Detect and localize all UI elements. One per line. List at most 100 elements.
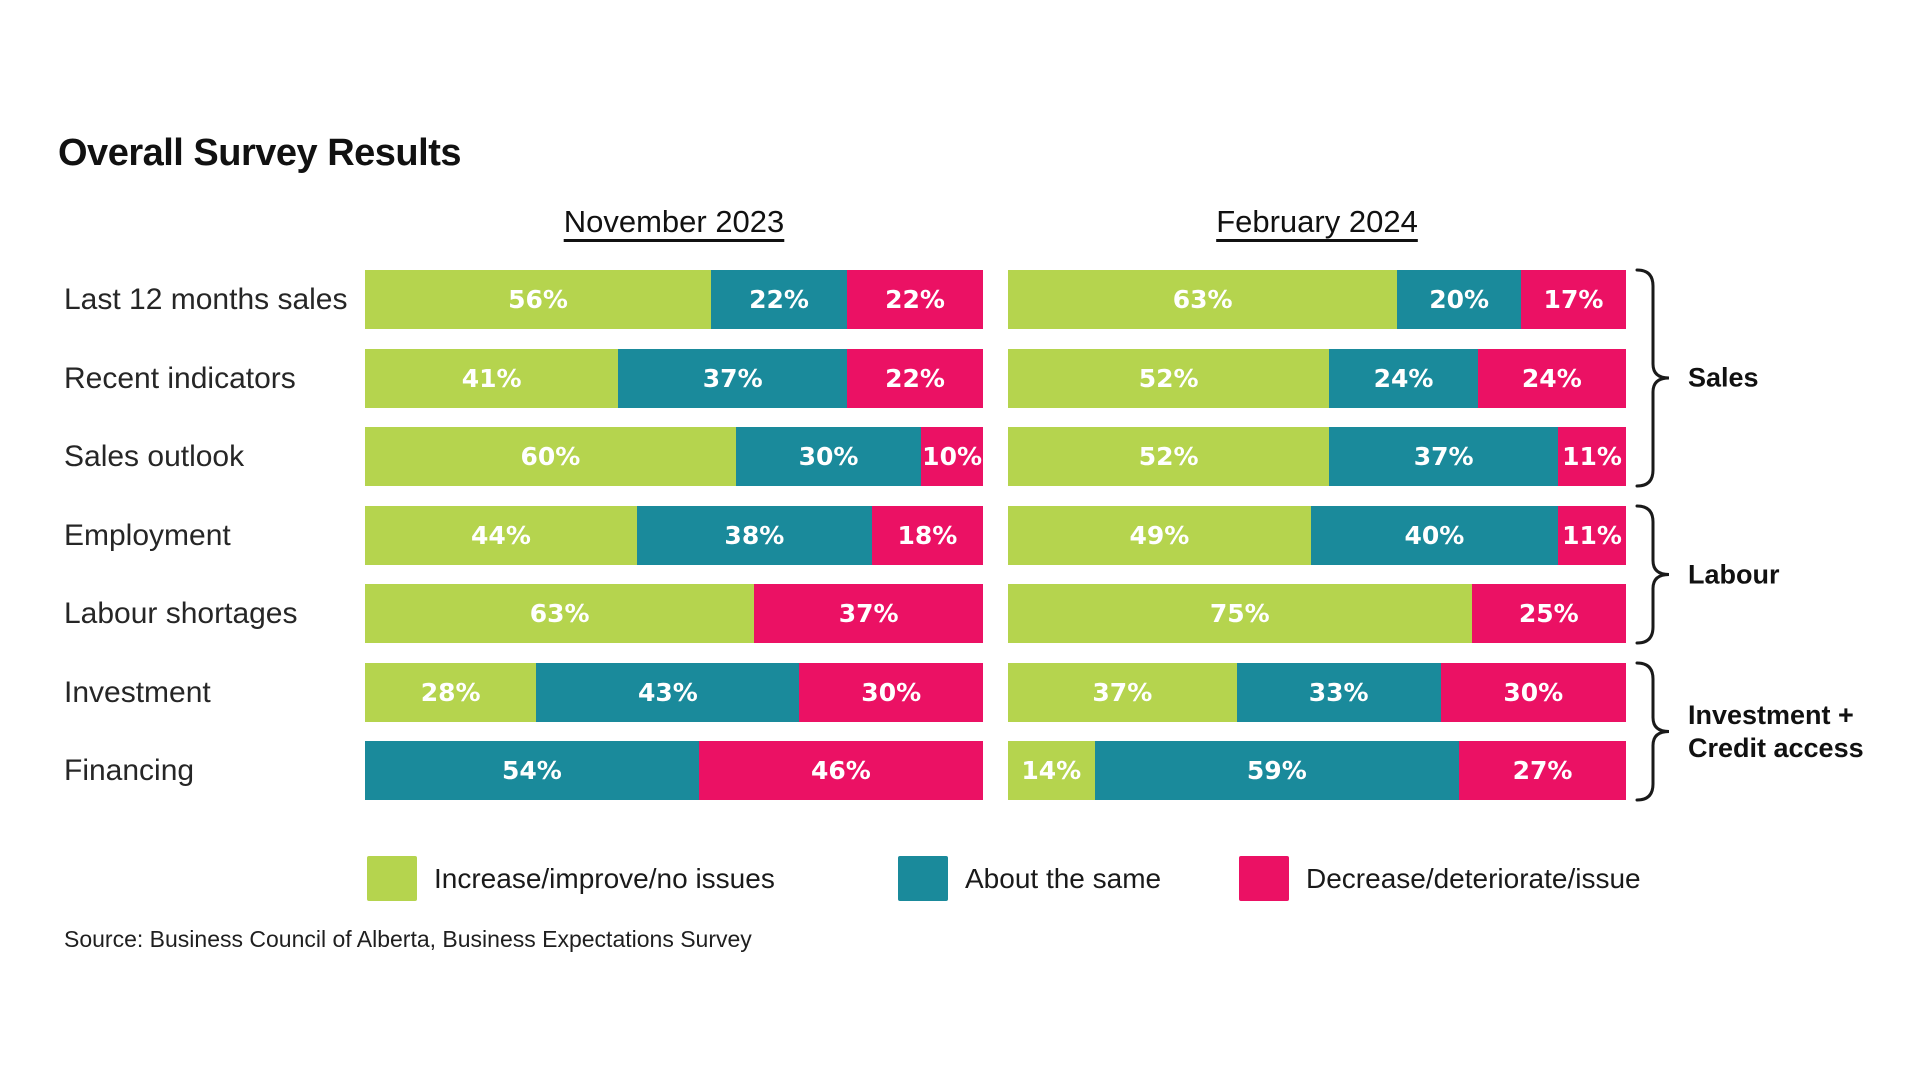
- segment-value-label: 54%: [501, 756, 562, 785]
- legend-label: About the same: [965, 862, 1162, 894]
- stacked-bar: 28% 43% 30%: [365, 663, 983, 722]
- segment-value-label: 59%: [1246, 756, 1307, 785]
- segment-value-label: 43%: [637, 678, 698, 707]
- row-label: Last 12 months sales: [64, 282, 348, 316]
- bar-segment: 25%: [1471, 584, 1626, 643]
- bar-segment: 49%: [1008, 506, 1311, 565]
- segment-value-label: 22%: [749, 285, 809, 314]
- segment-value-label: 30%: [861, 678, 922, 707]
- segment-value-label: 22%: [885, 285, 945, 314]
- segment-value-label: 17%: [1543, 285, 1604, 314]
- bar-segment: 63%: [365, 584, 755, 643]
- segment-value-label: 63%: [1172, 285, 1233, 314]
- row-label: Employment: [64, 518, 231, 552]
- bar-segment: 30%: [1440, 663, 1626, 722]
- bar-segment: 75%: [1008, 584, 1472, 643]
- bar-segment: 56%: [365, 270, 712, 329]
- segment-value-label: 44%: [471, 521, 531, 550]
- segment-value-label: 37%: [838, 599, 899, 628]
- legend-swatch: [898, 856, 948, 901]
- bar-segment: 10%: [921, 427, 983, 486]
- segment-value-label: 10%: [922, 442, 983, 471]
- bar-segment: 54%: [365, 741, 699, 800]
- group-label-line: Labour: [1688, 559, 1780, 589]
- group-label-line: Investment +: [1688, 699, 1854, 730]
- segment-value-label: 52%: [1138, 364, 1199, 393]
- bar-segment: 18%: [871, 506, 983, 565]
- bar-segment: 33%: [1236, 663, 1441, 722]
- column-header-february-2024: February 2024: [1216, 204, 1418, 239]
- legend-item: Increase/improve/no issues: [367, 856, 775, 901]
- group-label: Investment + Credit access: [1688, 699, 1864, 765]
- stacked-bar: 56% 22% 22%: [365, 270, 983, 329]
- bar-segment: 11%: [1558, 506, 1626, 565]
- segment-value-label: 33%: [1308, 678, 1369, 707]
- stacked-bar: 75% 25%: [1008, 584, 1626, 643]
- segment-value-label: 24%: [1373, 364, 1434, 393]
- segment-value-label: 11%: [1562, 442, 1622, 471]
- bar-segment: 37%: [1008, 663, 1237, 722]
- stacked-bar: 52% 24% 24%: [1008, 349, 1626, 408]
- legend-label: Decrease/deteriorate/issue: [1306, 862, 1641, 894]
- source-text: Source: Business Council of Alberta, Bus…: [64, 926, 752, 952]
- bar-segment: 52%: [1008, 427, 1330, 486]
- segment-value-label: 20%: [1429, 285, 1490, 314]
- group-label-line: Sales: [1688, 362, 1759, 393]
- legend-item: Decrease/deteriorate/issue: [1239, 856, 1641, 901]
- row-label: Investment: [64, 675, 211, 709]
- segment-value-label: 52%: [1138, 442, 1199, 471]
- bar-segment: 41%: [365, 349, 619, 408]
- bar-segment: 14%: [1008, 741, 1095, 800]
- segment-value-label: 27%: [1512, 756, 1573, 785]
- segment-value-label: 18%: [897, 521, 958, 550]
- segment-value-label: 14%: [1021, 756, 1082, 785]
- stacked-bar: 63% 20% 17%: [1008, 270, 1626, 329]
- legend-swatch: [367, 856, 417, 901]
- bar-segment: 28%: [365, 663, 537, 722]
- segment-value-label: 63%: [529, 599, 590, 628]
- stacked-bar: 52% 37% 11%: [1008, 427, 1626, 486]
- page-title: Overall Survey Results: [58, 132, 462, 174]
- group-label: Sales: [1688, 362, 1759, 395]
- bar-segment: 40%: [1310, 506, 1559, 565]
- bar-segment: 37%: [1329, 427, 1559, 486]
- segment-value-label: 25%: [1518, 599, 1579, 628]
- bar-segment: 30%: [799, 663, 983, 722]
- segment-value-label: 75%: [1209, 599, 1270, 628]
- group-brace: [1635, 268, 1670, 488]
- segment-value-label: 22%: [885, 364, 945, 393]
- bar-segment: 59%: [1094, 741, 1460, 800]
- row-label: Labour shortages: [64, 596, 298, 630]
- stacked-bar: 37% 33% 30%: [1008, 663, 1626, 722]
- row-label: Recent indicators: [64, 361, 296, 395]
- bar-segment: 20%: [1397, 270, 1521, 329]
- bar-segment: 17%: [1520, 270, 1626, 329]
- segment-value-label: 24%: [1521, 364, 1582, 393]
- group-label: Labour: [1688, 558, 1780, 591]
- segment-value-label: 37%: [702, 364, 763, 393]
- group-brace: [1635, 661, 1670, 802]
- bar-segment: 22%: [847, 270, 983, 329]
- bar-segment: 43%: [536, 663, 800, 722]
- segment-value-label: 56%: [508, 285, 568, 314]
- bar-segment: 22%: [711, 270, 848, 329]
- segment-value-label: 11%: [1562, 521, 1622, 550]
- group-label-line: Credit access: [1688, 732, 1864, 763]
- stacked-bar: 60% 30% 10%: [365, 427, 983, 486]
- legend-item: About the same: [898, 856, 1161, 901]
- bar-segment: 63%: [1008, 270, 1398, 329]
- segment-value-label: 49%: [1129, 521, 1190, 550]
- stacked-bar: 44% 38% 18%: [365, 506, 983, 565]
- stacked-bar: 41% 37% 22%: [365, 349, 983, 408]
- segment-value-label: 28%: [420, 678, 481, 707]
- segment-value-label: 41%: [461, 364, 522, 393]
- bar-segment: 37%: [754, 584, 983, 643]
- segment-value-label: 38%: [724, 521, 785, 550]
- segment-value-label: 30%: [798, 442, 859, 471]
- row-label: Sales outlook: [64, 439, 245, 473]
- bar-segment: 44%: [365, 506, 637, 565]
- bar-segment: 37%: [618, 349, 848, 408]
- bar-segment: 60%: [365, 427, 736, 486]
- segment-value-label: 40%: [1404, 521, 1465, 550]
